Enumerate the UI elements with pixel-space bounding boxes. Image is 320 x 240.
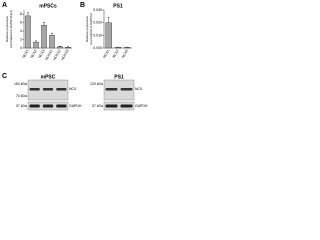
y-axis-label: (normalized to GAPDH/Hprt) (9, 10, 13, 48)
y-tick-label: 0.000 (93, 46, 102, 50)
band-label: NCX (135, 87, 143, 91)
y-tick-label: 6 (20, 21, 22, 25)
panel-label: A (2, 2, 7, 9)
chart-title: PS1 (113, 3, 123, 9)
y-axis-label: (normalized to GAPDH) (89, 13, 93, 45)
band (120, 104, 133, 108)
y-axis-label: Relative expression (85, 16, 89, 43)
bar (41, 25, 47, 49)
x-tick-label: NCX2 (112, 49, 120, 59)
x-tick-label: NCKX2 (52, 49, 61, 61)
error-bar (51, 33, 53, 36)
error-bar (107, 17, 110, 23)
y-tick-label: 4 (20, 29, 22, 33)
band (29, 104, 40, 108)
bar (105, 22, 112, 49)
bar (25, 15, 31, 49)
marker-label: 160 kDa (14, 82, 27, 86)
bar (124, 47, 131, 49)
x-tick-label: NCX1 (22, 49, 30, 59)
bar (33, 41, 39, 49)
x-tick-label: NCX1 (102, 49, 110, 59)
band (105, 104, 118, 108)
panel-label: B (80, 2, 85, 9)
marker-label: 120 kDa (90, 82, 103, 86)
marker-label: 70 kDa (16, 94, 27, 98)
x-tick-label: NCX3 (38, 49, 46, 59)
blot-upper (103, 79, 135, 101)
band (105, 88, 118, 91)
marker-label: 37 kDa (92, 104, 103, 108)
marker-label: 37 kDa (16, 104, 27, 108)
error-bar (43, 22, 45, 26)
error-bar (27, 12, 29, 16)
x-tick-label: NCKX1 (44, 49, 53, 61)
y-tick-label: 0 (20, 46, 22, 50)
panel-label: C (2, 73, 7, 80)
error-bar (35, 40, 37, 43)
bar (49, 35, 55, 49)
band (42, 104, 54, 108)
band (29, 88, 40, 91)
x-tick-label: NCX3 (121, 49, 129, 59)
band (42, 88, 54, 91)
y-tick-label: 2 (20, 37, 22, 41)
blot-title: mPSC (41, 74, 56, 80)
bar (57, 46, 63, 49)
y-tick-label: 8 (20, 12, 22, 16)
y-tick-label: 0.020 (93, 21, 102, 25)
y-tick-label: 0.030 (93, 8, 102, 12)
bar (65, 47, 71, 49)
x-tick-label: NCKX3 (60, 49, 69, 61)
band (56, 88, 67, 91)
x-tick-label: NCX2 (30, 49, 38, 59)
blot-lower (103, 101, 135, 111)
bar (114, 47, 122, 49)
band (56, 104, 67, 108)
y-axis-label: Relative expression (5, 16, 9, 43)
band (120, 88, 133, 91)
chart-title: mPSCs (39, 3, 57, 9)
band-label: GAPDH (135, 104, 148, 108)
blot-title: PS1 (114, 74, 124, 80)
band-label: GAPDH (69, 104, 82, 108)
y-tick-label: 0.010 (93, 33, 102, 37)
band-label: NCX (69, 87, 77, 91)
